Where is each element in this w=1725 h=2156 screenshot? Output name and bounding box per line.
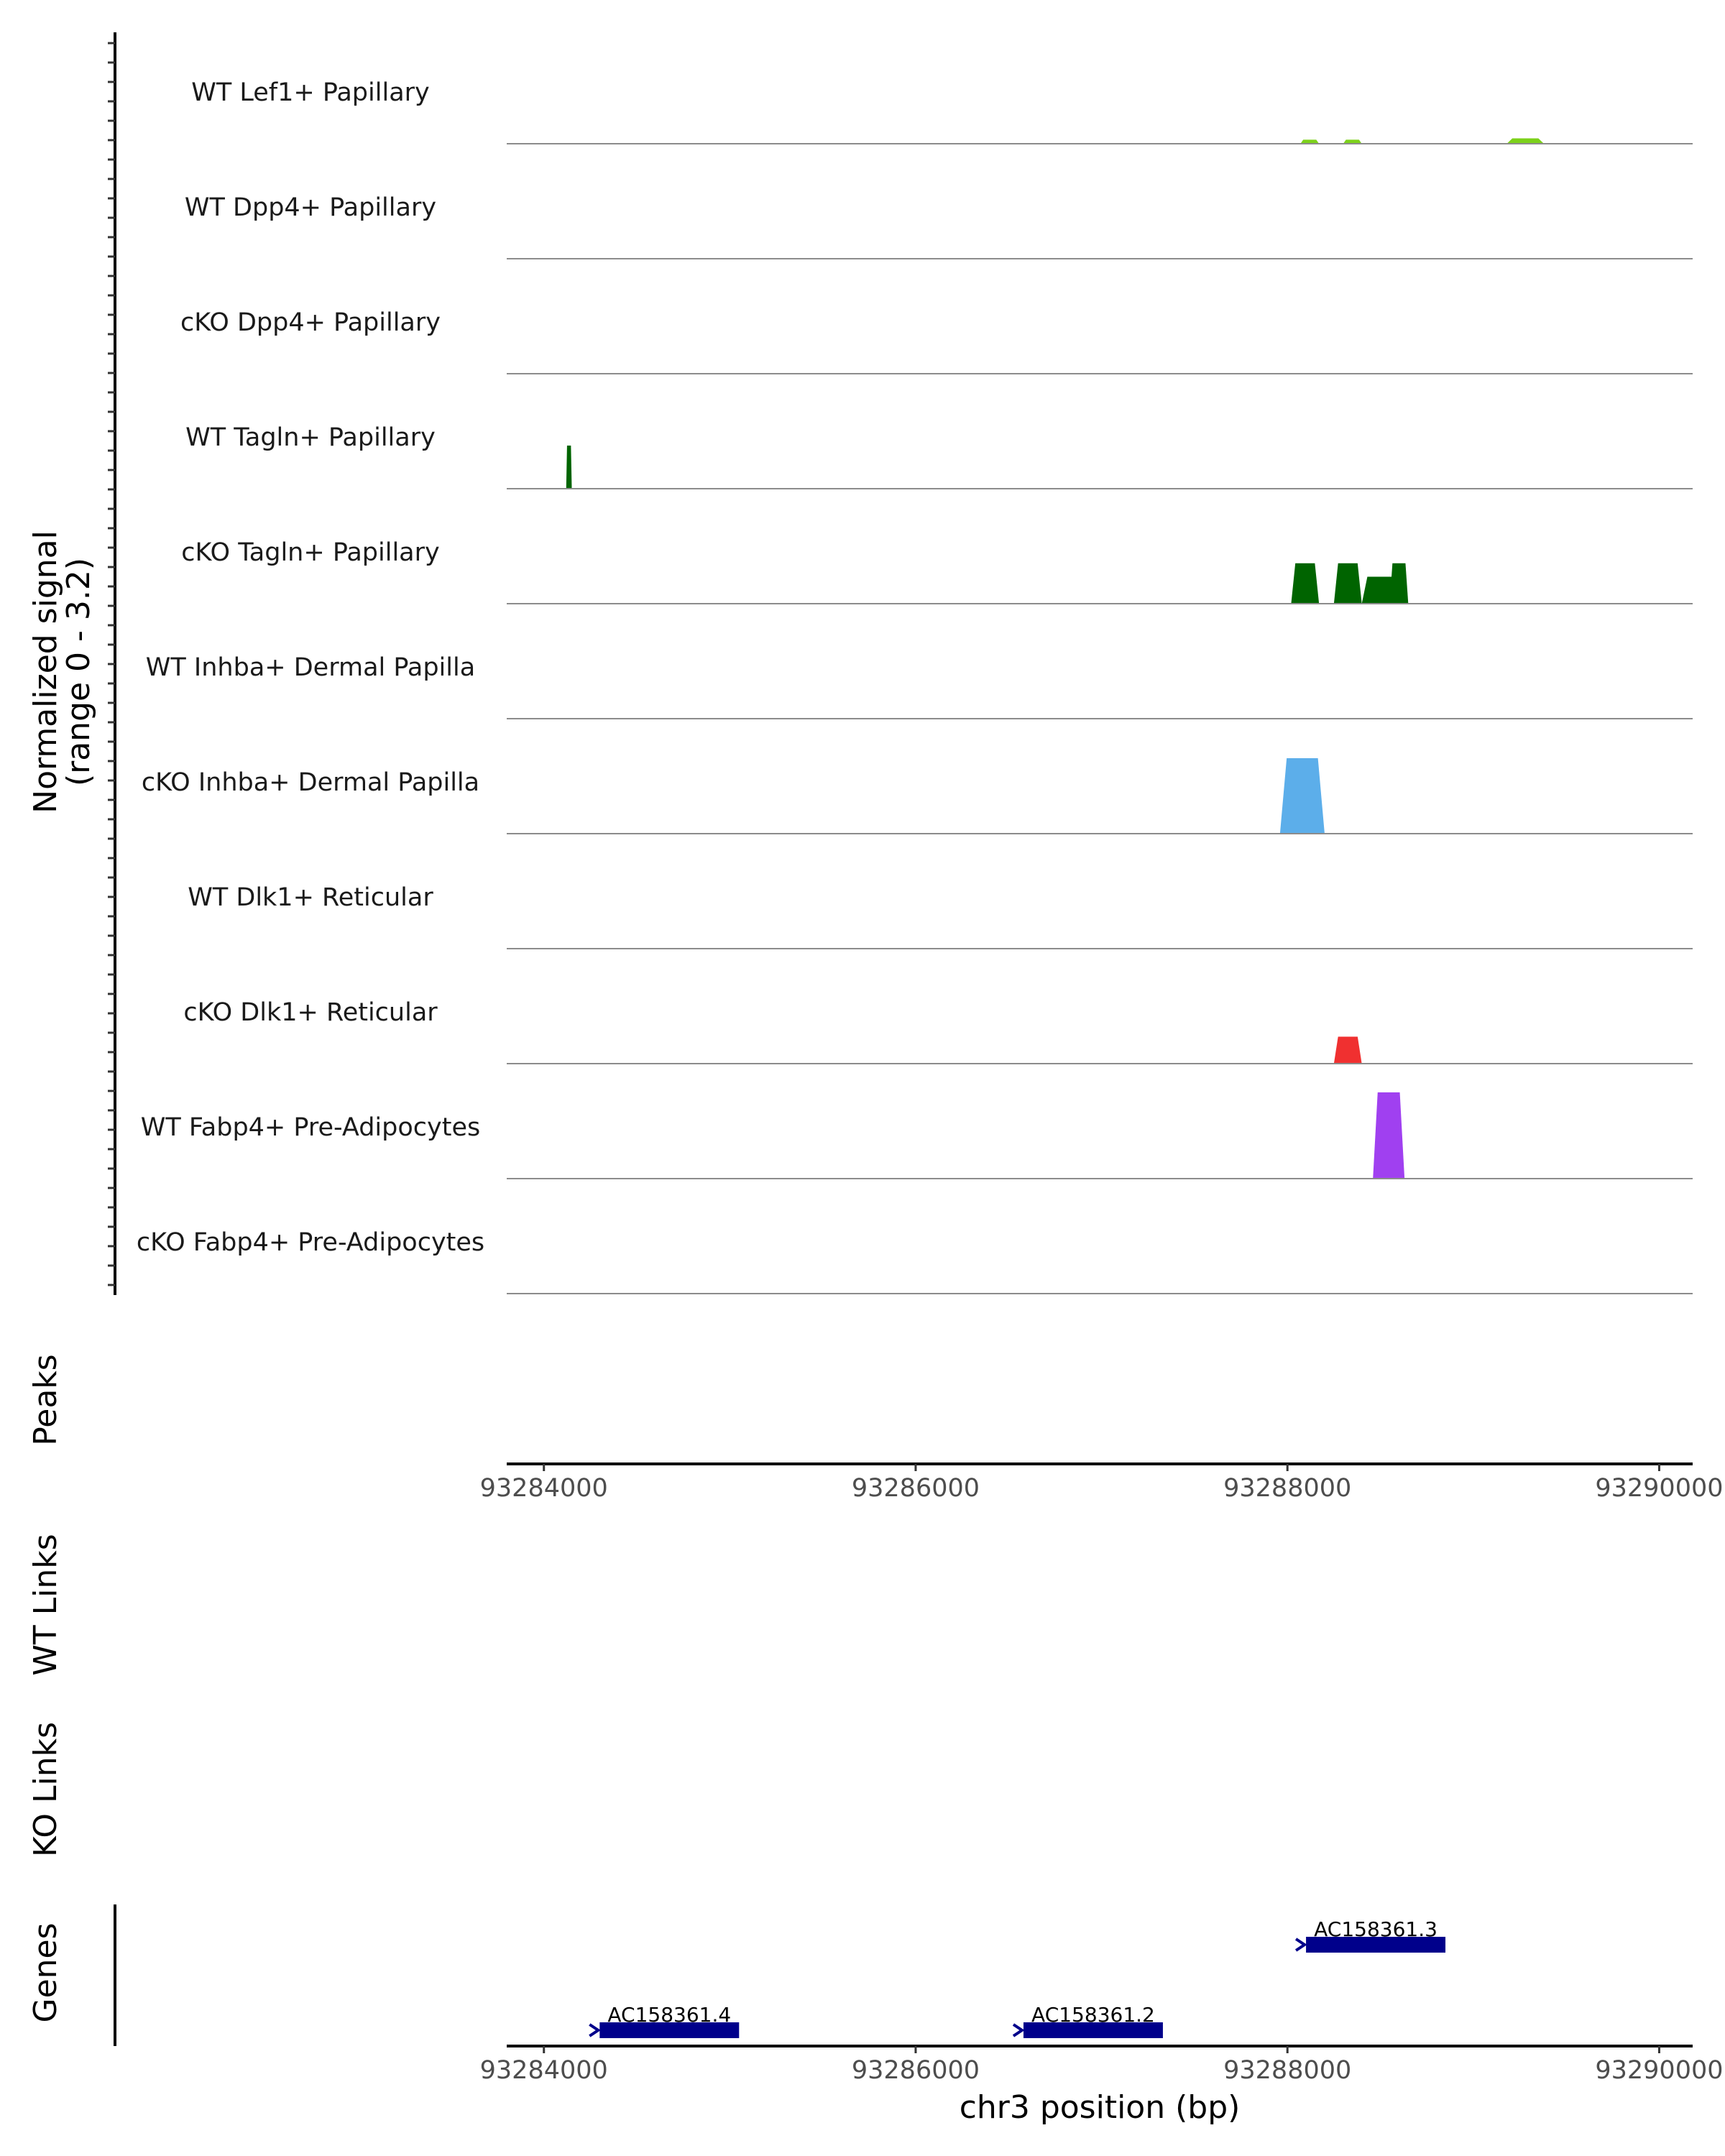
peaks-x-tick-label: 93290000: [1595, 1474, 1723, 1503]
track-0-peak-0: [1300, 139, 1320, 144]
track-6-label: cKO Inhba+ Dermal Papilla: [142, 768, 479, 797]
wt-links-panel-label: WT Links: [27, 1534, 64, 1675]
ko-links-panel-label: KO Links: [27, 1722, 64, 1857]
peaks-panel-label: Peaks: [27, 1354, 64, 1445]
x-axis-title: chr3 position (bp): [960, 2089, 1241, 2126]
gene-2-label: AC158361.2: [1031, 2003, 1155, 2027]
genes-x-tick-label: 93290000: [1595, 2056, 1723, 2085]
gene-1-body: [599, 2022, 740, 2038]
track-4: cKO Tagln+ Papillary: [181, 538, 1693, 604]
track-3-label: WT Tagln+ Papillary: [185, 423, 436, 452]
axes: 93284000 93286000 93288000 93290000 93284000…: [108, 32, 1724, 2085]
gene-2-strand-marker: [1012, 2023, 1025, 2037]
track-9-label: WT Fabp4+ Pre-Adipocytes: [141, 1113, 480, 1142]
track-1-label: WT Dpp4+ Papillary: [185, 193, 436, 222]
track-2-label: cKO Dpp4+ Papillary: [180, 308, 441, 337]
track-2: cKO Dpp4+ Papillary: [180, 308, 1693, 374]
track-9: WT Fabp4+ Pre-Adipocytes: [141, 1092, 1693, 1179]
gene-1-label: AC158361.4: [607, 2003, 731, 2027]
track-7-label: WT Dlk1+ Reticular: [188, 883, 433, 912]
peaks-x-tick-label: 93288000: [1223, 1474, 1351, 1503]
gene-1-strand-marker: [589, 2023, 601, 2037]
track-7: WT Dlk1+ Reticular: [188, 883, 1693, 949]
track-5: WT Inhba+ Dermal Papilla: [146, 653, 1693, 719]
gene-1: AC158361.4: [589, 2003, 740, 2038]
track-4-peak-1: [1333, 563, 1362, 604]
gene-2-body: [1023, 2022, 1163, 2038]
track-0-peak-1: [1343, 139, 1362, 144]
track-8-peak-0: [1333, 1036, 1362, 1064]
panel-labels: Normalized signal(range 0 - 3.2) Peaks WT …: [27, 530, 1240, 2126]
gene-track: AC158361.3 AC158361.4 AC158361.2: [589, 1917, 1446, 2038]
track-9-peak-0: [1373, 1092, 1405, 1179]
gene-2: AC158361.2: [1012, 2003, 1163, 2038]
track-4-peak-3: [1389, 563, 1409, 604]
track-6: cKO Inhba+ Dermal Papilla: [142, 758, 1693, 834]
track-4-peak-0: [1291, 563, 1320, 604]
coverage-y-title-line1: Normalized signal: [27, 530, 64, 814]
coverage-y-title-line2: (range 0 - 3.2): [60, 558, 97, 786]
track-4-label: cKO Tagln+ Papillary: [181, 538, 440, 567]
genes-panel-label: Genes: [27, 1922, 64, 2022]
track-3-peak-0: [566, 446, 572, 489]
track-0-label: WT Lef1+ Papillary: [191, 78, 430, 107]
peaks-x-tick-label: 93286000: [852, 1474, 980, 1503]
track-1: WT Dpp4+ Papillary: [185, 193, 1693, 259]
track-4-peak-2: [1361, 576, 1399, 604]
track-6-peak-0: [1279, 758, 1325, 834]
gene-0: AC158361.3: [1294, 1917, 1446, 1953]
genes-x-tick-label: 93288000: [1223, 2056, 1351, 2085]
coverage-y-title: Normalized signal(range 0 - 3.2): [27, 530, 97, 814]
peaks-x-tick-label: 93284000: [480, 1474, 608, 1503]
coverage-tracks: WT Lef1+ Papillary WT Dpp4+ Papillary cKO …: [137, 78, 1693, 1294]
genes-x-tick-label: 93284000: [480, 2056, 608, 2085]
gene-0-body: [1306, 1937, 1446, 1953]
track-0: WT Lef1+ Papillary: [191, 78, 1693, 144]
track-8: cKO Dlk1+ Reticular: [183, 998, 1693, 1064]
gene-0-strand-marker: [1294, 1938, 1307, 1952]
track-8-label: cKO Dlk1+ Reticular: [183, 998, 438, 1027]
gene-0-label: AC158361.3: [1314, 1917, 1438, 1941]
track-0-peak-2: [1506, 138, 1545, 144]
track-5-label: WT Inhba+ Dermal Papilla: [146, 653, 475, 682]
track-10-label: cKO Fabp4+ Pre-Adipocytes: [137, 1228, 484, 1257]
track-3: WT Tagln+ Papillary: [185, 423, 1693, 489]
track-10: cKO Fabp4+ Pre-Adipocytes: [137, 1228, 1693, 1294]
genes-x-tick-label: 93286000: [852, 2056, 980, 2085]
